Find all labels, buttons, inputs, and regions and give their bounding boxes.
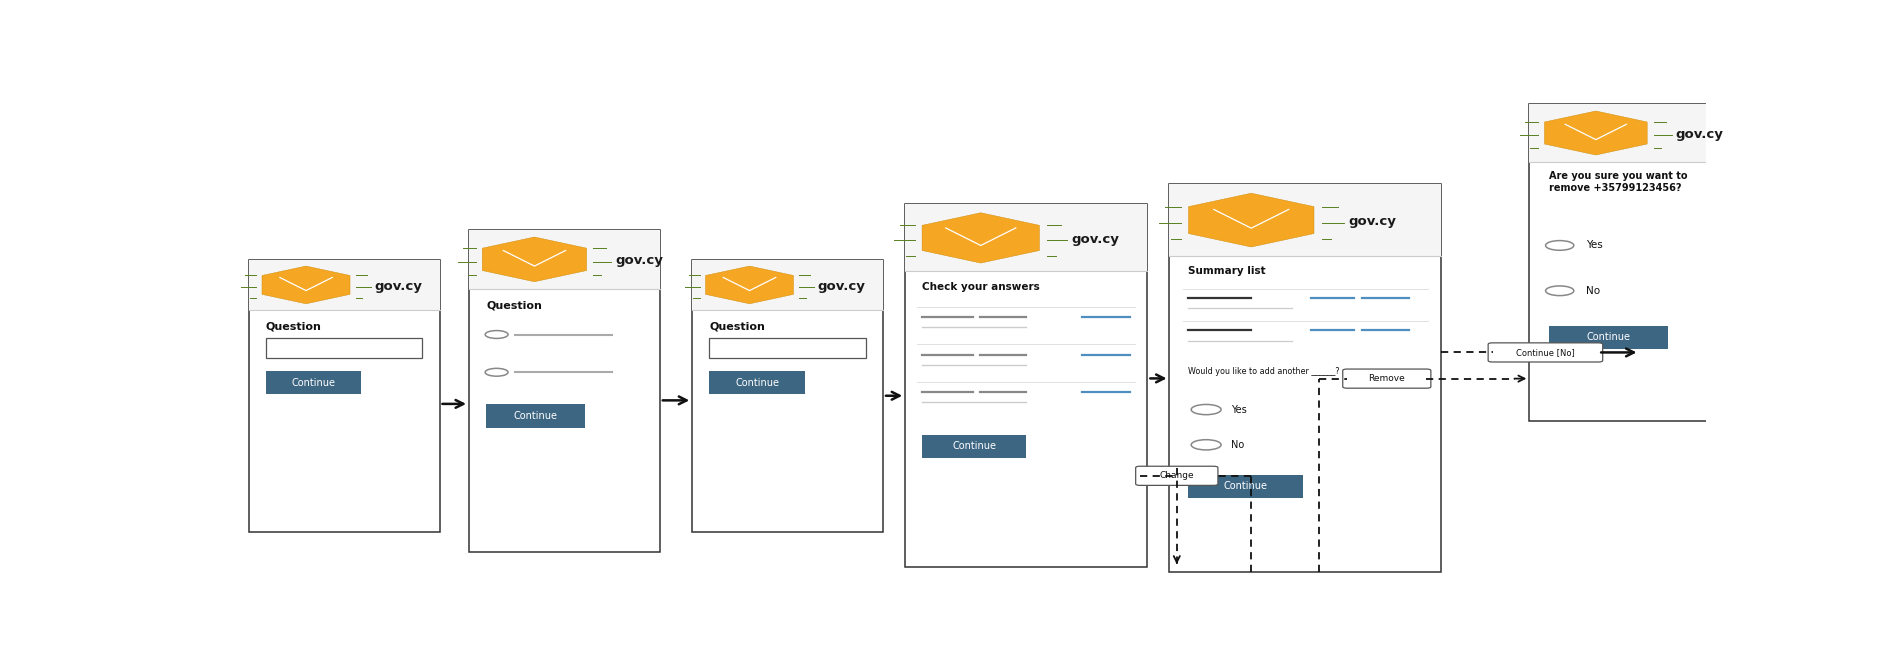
- Circle shape: [485, 368, 508, 376]
- Bar: [692, 260, 883, 310]
- FancyBboxPatch shape: [1169, 184, 1440, 572]
- Polygon shape: [483, 237, 587, 282]
- FancyBboxPatch shape: [468, 230, 659, 552]
- Text: gov.cy: gov.cy: [1073, 233, 1120, 246]
- Text: Continue: Continue: [514, 411, 557, 421]
- Text: gov.cy: gov.cy: [616, 254, 663, 267]
- Bar: [248, 260, 440, 310]
- Circle shape: [1546, 286, 1575, 296]
- Bar: [265, 337, 423, 358]
- Text: Question: Question: [487, 300, 542, 310]
- Bar: [1548, 326, 1668, 349]
- Text: Continue: Continue: [1586, 332, 1630, 342]
- Bar: [487, 404, 586, 428]
- Circle shape: [1546, 241, 1575, 250]
- Bar: [709, 337, 866, 358]
- Text: Continue: Continue: [951, 441, 997, 451]
- Polygon shape: [705, 266, 794, 304]
- Text: Are you sure you want to
remove +35799123456?: Are you sure you want to remove +3579912…: [1548, 171, 1687, 193]
- Text: Continue: Continue: [1224, 481, 1268, 491]
- Text: gov.cy: gov.cy: [373, 279, 423, 292]
- FancyBboxPatch shape: [906, 204, 1148, 567]
- Text: Question: Question: [265, 321, 322, 331]
- Text: Change: Change: [1160, 472, 1194, 480]
- Text: Continue: Continue: [292, 377, 335, 388]
- Polygon shape: [1544, 111, 1647, 155]
- Text: Yes: Yes: [1586, 241, 1603, 250]
- Text: Continue [No]: Continue [No]: [1516, 348, 1575, 357]
- Text: gov.cy: gov.cy: [1349, 215, 1397, 228]
- Bar: [923, 435, 1027, 458]
- Text: gov.cy: gov.cy: [819, 279, 866, 292]
- FancyBboxPatch shape: [1529, 104, 1747, 421]
- Text: No: No: [1586, 286, 1599, 296]
- Text: Question: Question: [709, 321, 766, 331]
- FancyBboxPatch shape: [1135, 466, 1218, 485]
- Polygon shape: [262, 266, 351, 304]
- Bar: [906, 204, 1146, 271]
- FancyBboxPatch shape: [1344, 369, 1431, 388]
- FancyBboxPatch shape: [692, 260, 883, 532]
- Circle shape: [1192, 439, 1220, 450]
- Text: Remove: Remove: [1368, 374, 1406, 383]
- FancyBboxPatch shape: [248, 260, 440, 532]
- Bar: [1169, 184, 1440, 256]
- Text: Yes: Yes: [1230, 405, 1247, 415]
- Polygon shape: [1188, 193, 1313, 247]
- Circle shape: [485, 330, 508, 338]
- Text: gov.cy: gov.cy: [1675, 128, 1723, 141]
- Bar: [709, 371, 805, 394]
- Text: Summary list: Summary list: [1188, 266, 1266, 276]
- Text: Continue: Continue: [735, 377, 779, 388]
- Text: Check your answers: Check your answers: [923, 281, 1040, 292]
- Bar: [265, 371, 362, 394]
- Bar: [1188, 475, 1302, 498]
- Circle shape: [1192, 404, 1220, 415]
- Text: Would you like to add another ______?: Would you like to add another ______?: [1188, 367, 1340, 376]
- Text: No: No: [1230, 439, 1243, 450]
- FancyBboxPatch shape: [1488, 343, 1603, 362]
- Polygon shape: [923, 213, 1040, 263]
- Bar: [1529, 103, 1747, 162]
- Bar: [468, 230, 659, 289]
